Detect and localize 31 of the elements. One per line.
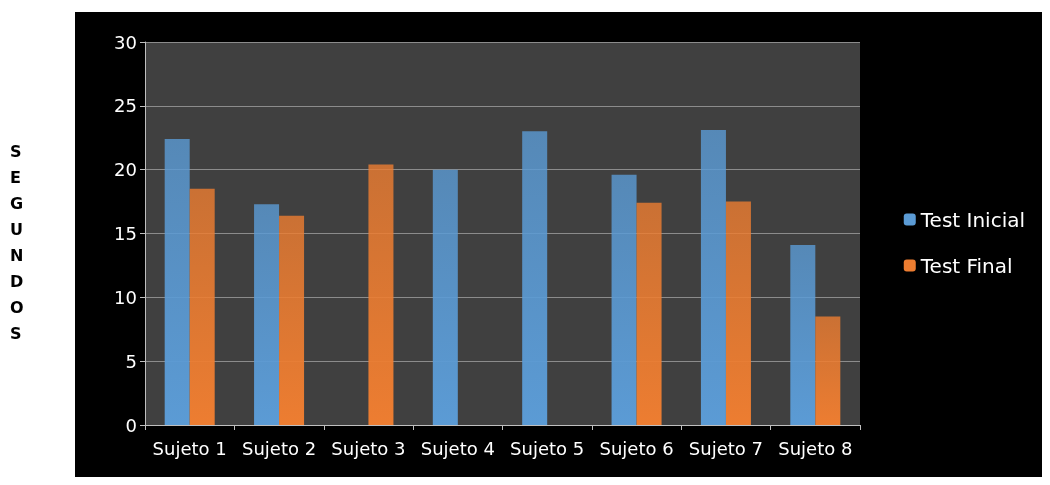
bar: [254, 204, 280, 425]
bar: [636, 202, 662, 425]
x-tick-label: Sujeto 3: [331, 437, 406, 459]
bar: [368, 164, 394, 425]
legend-label: Test Inicial: [919, 207, 1026, 232]
bar: [725, 201, 751, 425]
bar: [611, 174, 637, 425]
y-tick-label: 25: [114, 95, 137, 117]
x-tick-label: Sujeto 1: [152, 437, 227, 459]
bar: [700, 130, 726, 425]
x-tick-label: Sujeto 7: [688, 437, 764, 459]
x-tick-label: Sujeto 2: [241, 437, 317, 459]
x-tick-label: Sujeto 8: [778, 437, 853, 459]
y-tick-label: 15: [114, 223, 137, 244]
y-tick-label: 30: [114, 31, 137, 53]
bar: [164, 139, 190, 425]
legend-label: Test Final: [919, 253, 1013, 278]
bar: [432, 169, 458, 425]
y-tick-label: 10: [114, 286, 137, 308]
bar: [522, 131, 548, 425]
x-tick-label: Sujeto 5: [510, 437, 585, 459]
x-tick-label: Sujeto 4: [420, 437, 495, 459]
bar: [279, 215, 305, 425]
bar: [815, 316, 841, 425]
x-tick-label: Sujeto 6: [599, 437, 674, 459]
y-tick-label: 5: [125, 350, 137, 372]
text: SEGUNDOS: [10, 142, 24, 343]
y-tick-label: 0: [125, 414, 137, 436]
bar: [189, 188, 215, 425]
bar: [790, 244, 816, 425]
y-tick-label: 20: [114, 159, 137, 181]
